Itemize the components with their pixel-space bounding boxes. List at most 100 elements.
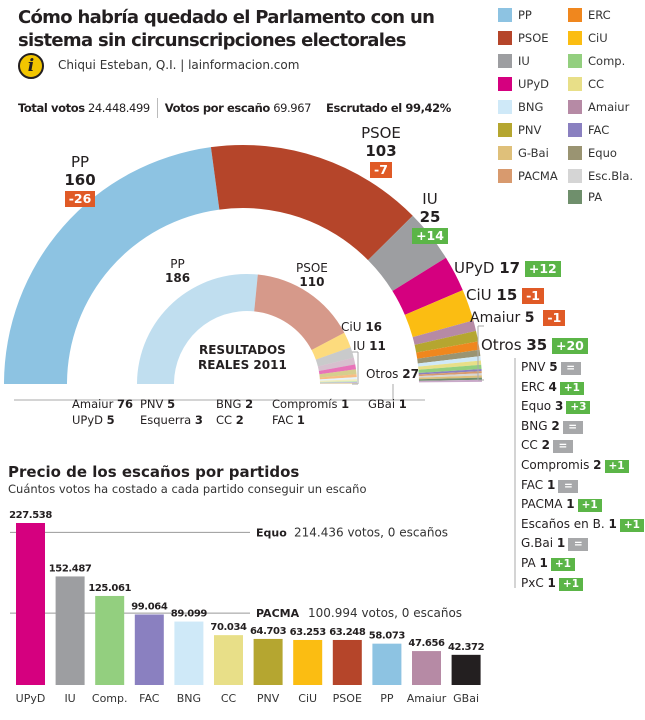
legend-label: FAC xyxy=(588,123,610,137)
legend-swatch xyxy=(498,31,512,45)
bar-value-label: 99.064 xyxy=(131,601,168,612)
legend-label: PACMA xyxy=(518,169,558,183)
legend-swatch xyxy=(568,8,582,22)
outer-slice-amaiur xyxy=(412,320,477,345)
legend-item-pa: PA xyxy=(568,190,602,204)
bar-value-label: 63.248 xyxy=(329,627,366,638)
inner-slice-comp xyxy=(319,381,357,383)
change-badge: +1 xyxy=(577,499,602,513)
stats-row: Total votos 24.448.499 Votos por escaño … xyxy=(18,98,451,118)
inner-slice-bng xyxy=(319,377,357,381)
legend-swatch xyxy=(498,77,512,91)
inner-slice-ciu xyxy=(311,332,351,360)
bar-pnv xyxy=(253,638,283,685)
byline: Chiqui Esteban, Q.I. | lainformacion.com xyxy=(58,58,300,72)
outer-otros-item: Compromis 2 +1 xyxy=(521,456,629,476)
outer-slice-pa xyxy=(418,377,482,381)
bar-category-label: IU xyxy=(64,692,75,705)
bar-value-label: 70.034 xyxy=(210,622,247,633)
outer-slice-pxc xyxy=(418,379,482,383)
bar-category-label: PP xyxy=(380,692,394,705)
legend-swatch xyxy=(498,169,512,183)
bar-chart-subtitle: Cuántos votos ha costado a cada partido … xyxy=(8,482,367,496)
legend-label: PP xyxy=(518,8,532,22)
inner-otros-item: GBai 1 xyxy=(368,397,407,411)
inner-slice-amaiur xyxy=(317,357,356,371)
bar-value-label: 47.656 xyxy=(408,638,445,649)
bar-category-label: BNG xyxy=(177,692,201,705)
outer-slice-fac xyxy=(418,368,482,375)
reference-label: Equo xyxy=(256,526,287,539)
legend-item-erc: ERC xyxy=(568,8,611,22)
inner-slice-fac xyxy=(319,382,357,384)
outer-slice-cc xyxy=(418,360,482,370)
divider xyxy=(156,98,158,118)
legend-label: CC xyxy=(588,77,605,91)
inner-slice-iu xyxy=(315,347,354,367)
reference-label: PACMA xyxy=(256,607,300,620)
legend-label: PSOE xyxy=(518,31,549,45)
legend-item-bng: BNG xyxy=(498,100,543,114)
inner-label-psoe: PSOE 110 xyxy=(296,261,328,289)
bar-cc xyxy=(214,635,243,685)
bar-category-label: CC xyxy=(221,692,237,705)
outer-otros-item: PA 1 +1 xyxy=(521,554,575,574)
bar-bng xyxy=(174,621,204,685)
bar-comp xyxy=(95,595,125,685)
outer-otros-item: G.Bai 1 = xyxy=(521,534,589,554)
bar-category-label: GBai xyxy=(453,692,479,705)
bar-gbai xyxy=(451,654,481,685)
inner-otros-item: Esquerra 3 xyxy=(140,413,203,427)
outer-slice-pacma xyxy=(418,371,482,377)
inner-slice-pnv xyxy=(319,369,357,378)
legend-item-fac: FAC xyxy=(568,123,609,137)
change-badge: +1 xyxy=(550,558,575,571)
legend-label: Comp. xyxy=(588,54,626,68)
legend-swatch xyxy=(568,31,582,45)
outer-slice-equo xyxy=(417,349,481,364)
legend-item-psoe: PSOE xyxy=(498,31,549,45)
outer-otros-item: ERC 4 +1 xyxy=(521,378,584,398)
bar-chart-title: Precio de los escaños por partidos xyxy=(8,463,300,481)
change-badge: = xyxy=(558,479,579,493)
legend-swatch xyxy=(568,123,582,137)
bar-value-label: 152.487 xyxy=(49,563,92,574)
inner-otros-item: UPyD 5 xyxy=(72,413,115,427)
bar-value-label: 42.372 xyxy=(448,642,485,653)
label-ciu: CiU 15 -1 xyxy=(466,286,544,304)
inner-label-pp: PP 186 xyxy=(165,257,191,285)
outer-slice-psoe xyxy=(210,144,413,261)
bar-upyd xyxy=(16,523,45,685)
inner-otros-item: BNG 2 xyxy=(216,397,254,411)
page-title: Cómo habría quedado el Parlamento con un… xyxy=(18,7,435,51)
inner-label-iu: IU 11 xyxy=(353,339,386,353)
legend-item-ciu: CiU xyxy=(568,31,608,45)
change-badge: +1 xyxy=(559,381,584,395)
legend-item-esc-bla: Esc.Bla. xyxy=(568,169,633,183)
outer-slice-pp xyxy=(4,147,220,384)
legend-item-pnv: PNV xyxy=(498,123,541,137)
legend-item-equo: Equo xyxy=(568,146,617,160)
bar-fac xyxy=(134,614,164,685)
bar-category-label: PSOE xyxy=(333,692,362,705)
legend-label: ERC xyxy=(588,8,611,22)
outer-otros-item: PNV 5 = xyxy=(521,358,581,378)
label-pp: PP 160 -26 xyxy=(64,153,96,207)
bar-category-label: Comp. xyxy=(92,692,128,705)
legend-item-pacma: PACMA xyxy=(498,169,558,183)
bar-psoe xyxy=(332,639,362,685)
label-psoe: PSOE 103 -7 xyxy=(361,124,401,178)
scrutiny: Escrutado el 99,42% xyxy=(326,101,451,115)
outer-slice-bng xyxy=(417,356,481,367)
votes-per-seat: Votos por escaño 69.967 xyxy=(164,101,312,115)
legend-label: Amaiur xyxy=(588,100,630,114)
reference-text: 214.436 votos, 0 escaños xyxy=(294,525,448,539)
label-otros: Otros 35 +20 xyxy=(481,336,588,354)
legend-swatch xyxy=(498,54,512,68)
inner-label-otros: Otros 27 xyxy=(366,367,419,381)
total-votes: Total votos 24.448.499 xyxy=(18,101,150,115)
legend-item-pp: PP xyxy=(498,8,532,22)
bar-category-label: CiU xyxy=(298,692,317,705)
bar-value-label: 58.073 xyxy=(369,631,406,642)
bar-value-label: 227.538 xyxy=(9,510,52,521)
